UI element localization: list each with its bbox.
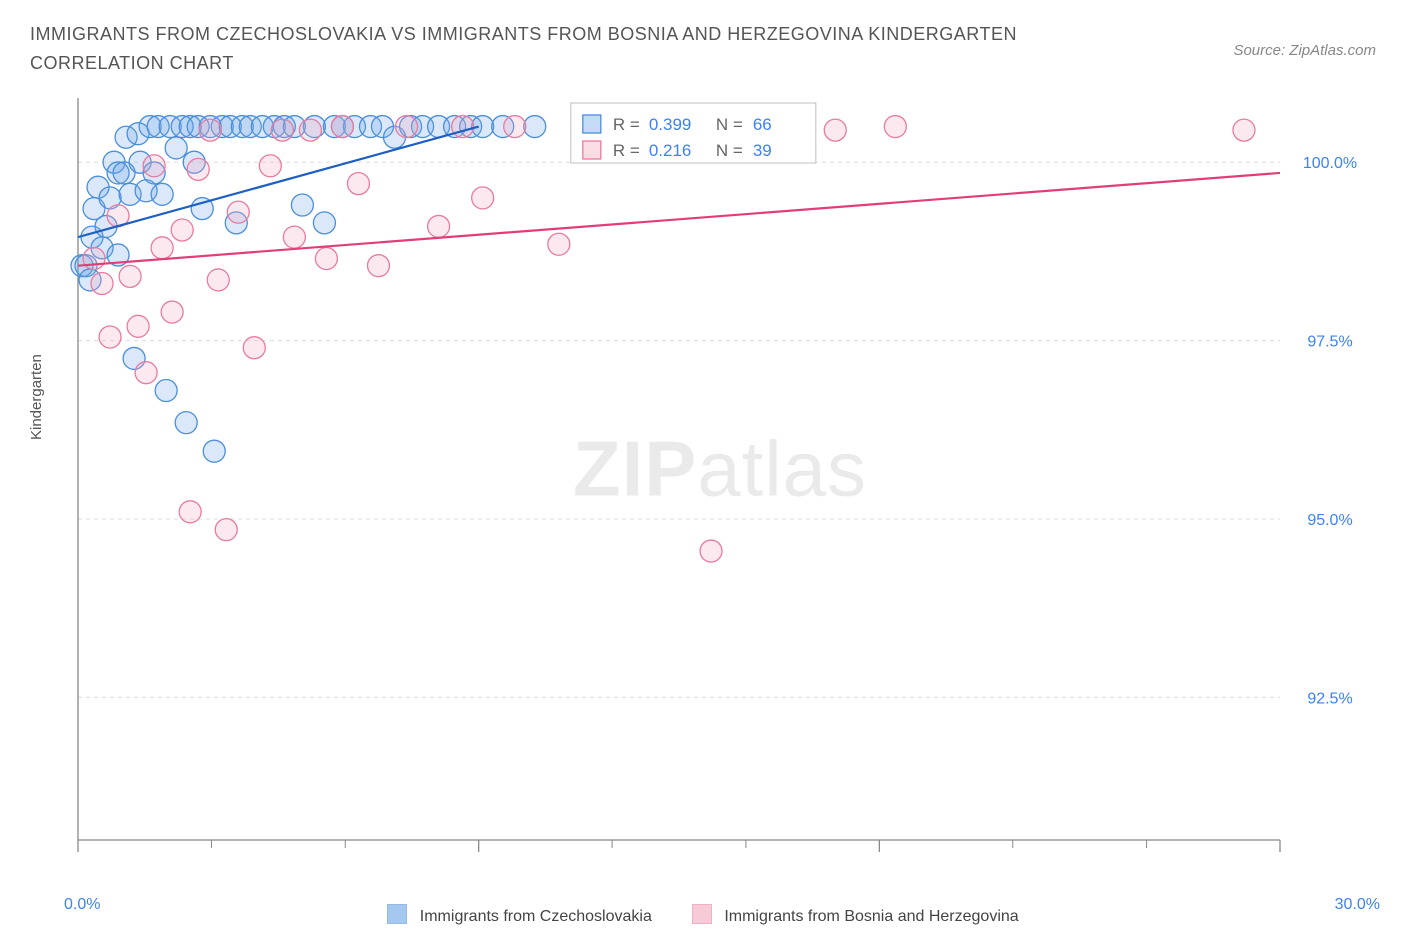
- svg-text:R =: R =: [613, 141, 640, 160]
- chart-title: IMMIGRANTS FROM CZECHOSLOVAKIA VS IMMIGR…: [30, 20, 1080, 78]
- svg-text:92.5%: 92.5%: [1307, 690, 1352, 707]
- swatch-icon: [387, 904, 407, 924]
- svg-text:100.0%: 100.0%: [1303, 155, 1357, 172]
- bottom-legend: Immigrants from Czechoslovakia Immigrant…: [0, 904, 1406, 926]
- svg-text:0.399: 0.399: [649, 115, 692, 134]
- svg-text:N =: N =: [716, 141, 743, 160]
- svg-text:N =: N =: [716, 115, 743, 134]
- svg-text:95.0%: 95.0%: [1307, 512, 1352, 529]
- legend-item-czech: Immigrants from Czechoslovakia: [387, 904, 652, 926]
- svg-text:97.5%: 97.5%: [1307, 334, 1352, 351]
- swatch-icon: [692, 904, 712, 924]
- svg-text:39: 39: [753, 141, 772, 160]
- scatter-chart: 92.5% 95.0% 97.5% 100.0% R = 0.399 N = 66 R = 0.2…: [70, 90, 1370, 880]
- svg-text:0.216: 0.216: [649, 141, 692, 160]
- source-label: Source: ZipAtlas.com: [1233, 42, 1376, 59]
- legend-item-bosnia: Immigrants from Bosnia and Herzegovina: [692, 904, 1019, 926]
- svg-text:R =: R =: [613, 115, 640, 134]
- y-axis-label: Kindergarten: [28, 354, 45, 440]
- svg-text:66: 66: [753, 115, 772, 134]
